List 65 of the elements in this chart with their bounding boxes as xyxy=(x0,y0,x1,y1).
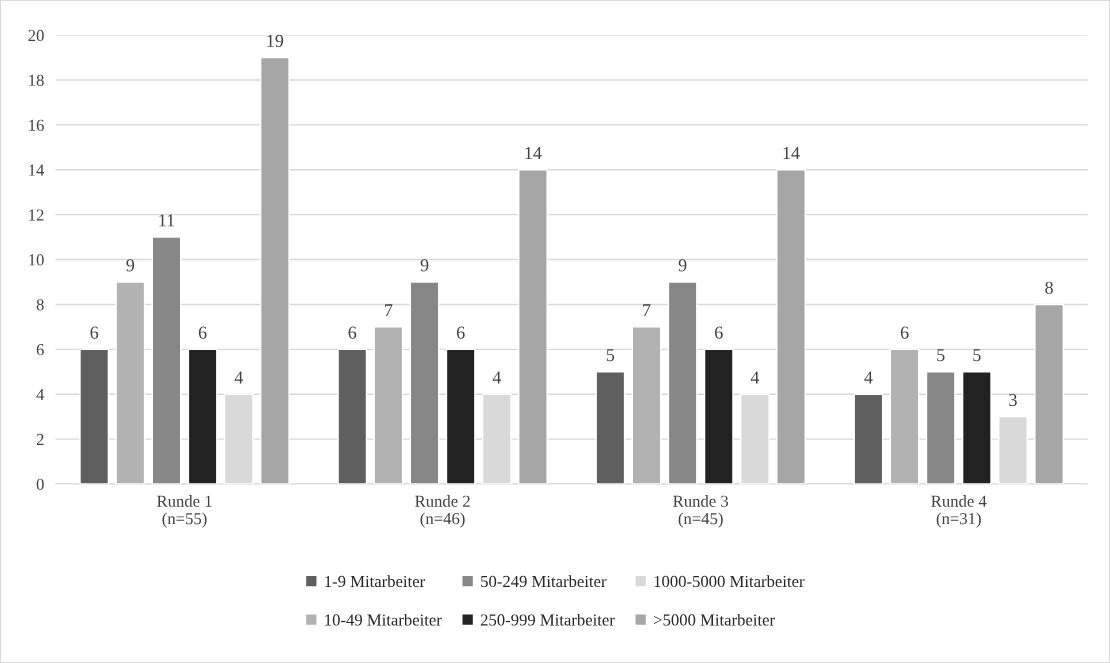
bar xyxy=(667,281,698,484)
bar xyxy=(703,348,734,484)
y-tick-label: 4 xyxy=(36,389,45,400)
x-tick-label: Runde 1 (n=55) xyxy=(157,495,212,528)
y-tick-label: 2 xyxy=(36,433,44,445)
data-label: 8 xyxy=(1045,281,1053,294)
bar xyxy=(595,371,626,484)
y-tick-label: 14 xyxy=(29,164,45,176)
bar xyxy=(445,348,476,484)
x-tick-label: Runde 2 (n=46) xyxy=(415,495,470,528)
y-tick-label: 0 xyxy=(36,478,44,490)
data-label: 7 xyxy=(385,304,393,317)
data-label: 14 xyxy=(783,147,800,159)
data-label: 5 xyxy=(606,349,615,362)
data-label: 6 xyxy=(198,326,207,339)
data-label: 9 xyxy=(126,259,135,272)
bar xyxy=(853,393,884,484)
data-label: 5 xyxy=(937,349,945,362)
y-tick-label: 8 xyxy=(36,299,44,311)
data-label: 3 xyxy=(1009,393,1017,407)
x-tick-label: Runde 4 (n=31) xyxy=(931,495,987,528)
bar xyxy=(115,281,146,484)
bar xyxy=(776,169,806,484)
data-label: 14 xyxy=(525,147,542,159)
legend-label: 1-9 Mitarbeiter xyxy=(325,575,426,588)
data-label: 6 xyxy=(715,326,723,339)
data-label: 9 xyxy=(420,259,429,272)
bar xyxy=(1034,303,1064,484)
bar xyxy=(961,371,992,484)
data-label: 19 xyxy=(267,34,284,47)
bar xyxy=(79,348,110,484)
y-tick-label: 18 xyxy=(29,74,44,86)
data-label: 4 xyxy=(864,371,873,384)
y-tick-label: 10 xyxy=(29,254,44,266)
bar xyxy=(373,326,404,484)
bar xyxy=(259,56,290,484)
data-label: 11 xyxy=(159,214,175,227)
bar xyxy=(925,371,956,484)
data-label: 4 xyxy=(750,371,760,384)
bar xyxy=(631,326,662,484)
y-tick-label: 16 xyxy=(29,119,44,131)
data-label: 4 xyxy=(492,371,502,384)
bar xyxy=(518,169,548,484)
legend-label: >5000 Mitarbeiter xyxy=(654,613,775,626)
bar xyxy=(337,348,368,484)
data-label: 5 xyxy=(973,349,981,362)
data-label: 4 xyxy=(234,371,243,384)
y-tick-label: 12 xyxy=(29,209,44,221)
x-tick-label: Runde 3 (n=45) xyxy=(673,495,729,528)
data-label: 6 xyxy=(900,326,909,339)
legend-label: 250-999 Mitarbeiter xyxy=(480,613,615,626)
data-label: 7 xyxy=(643,304,651,317)
bar xyxy=(889,348,920,484)
legend-label: 1000-5000 Mitarbeiter xyxy=(654,575,805,588)
legend-label: 50-249 Mitarbeiter xyxy=(481,575,607,588)
data-label: 6 xyxy=(348,326,357,339)
y-tick-label: 6 xyxy=(36,344,44,356)
bar xyxy=(151,236,182,484)
data-label: 9 xyxy=(678,259,687,272)
data-label: 6 xyxy=(456,326,465,339)
bar xyxy=(409,281,440,484)
bar xyxy=(187,348,218,484)
legend-label: 10-49 Mitarbeiter xyxy=(325,613,442,626)
data-label: 6 xyxy=(90,326,99,339)
y-tick-label: 20 xyxy=(28,29,44,42)
